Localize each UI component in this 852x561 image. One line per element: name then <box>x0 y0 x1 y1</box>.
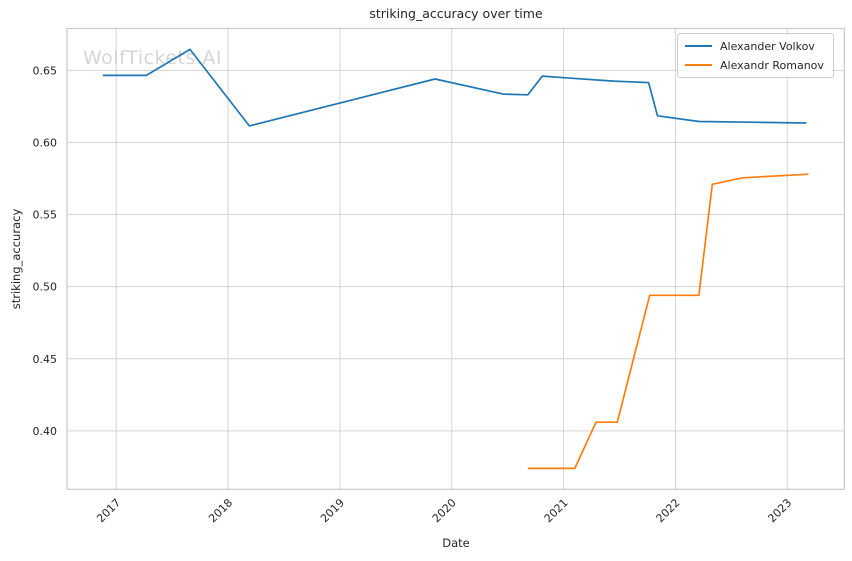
legend-line-swatch-orange <box>685 64 712 66</box>
x-tick-label: 2020 <box>430 496 459 525</box>
y-tick-label: 0.60 <box>33 136 58 149</box>
x-tick-label: 2019 <box>318 496 347 525</box>
x-tick-label: 2017 <box>94 496 123 525</box>
y-tick-label: 0.50 <box>33 281 58 294</box>
y-tick-label: 0.65 <box>33 64 58 77</box>
legend-line-swatch-blue <box>685 45 712 47</box>
legend-label: Alexandr Romanov <box>720 58 824 72</box>
series-line-alexandr-romanov <box>527 173 809 470</box>
x-tick-label: 2022 <box>654 496 683 525</box>
x-tick-label: 2018 <box>206 496 235 525</box>
y-tick-label: 0.45 <box>33 353 58 366</box>
legend-item-alexandr-romanov: Alexandr Romanov <box>685 58 824 72</box>
x-tick-label: 2023 <box>765 496 794 525</box>
x-axis-label: Date <box>442 536 470 550</box>
x-tick-label: 2021 <box>542 496 571 525</box>
legend: Alexander Volkov Alexandr Romanov <box>677 33 834 78</box>
watermark: WolfTickets.AI <box>83 47 223 69</box>
legend-label: Alexander Volkov <box>720 39 815 53</box>
y-tick-label: 0.40 <box>33 425 58 438</box>
plot-border <box>66 27 845 490</box>
series-line-alexander-volkov <box>102 48 807 127</box>
y-tick-label: 0.55 <box>33 209 58 222</box>
chart-title: striking_accuracy over time <box>369 6 543 21</box>
legend-item-alexander-volkov: Alexander Volkov <box>685 39 824 53</box>
